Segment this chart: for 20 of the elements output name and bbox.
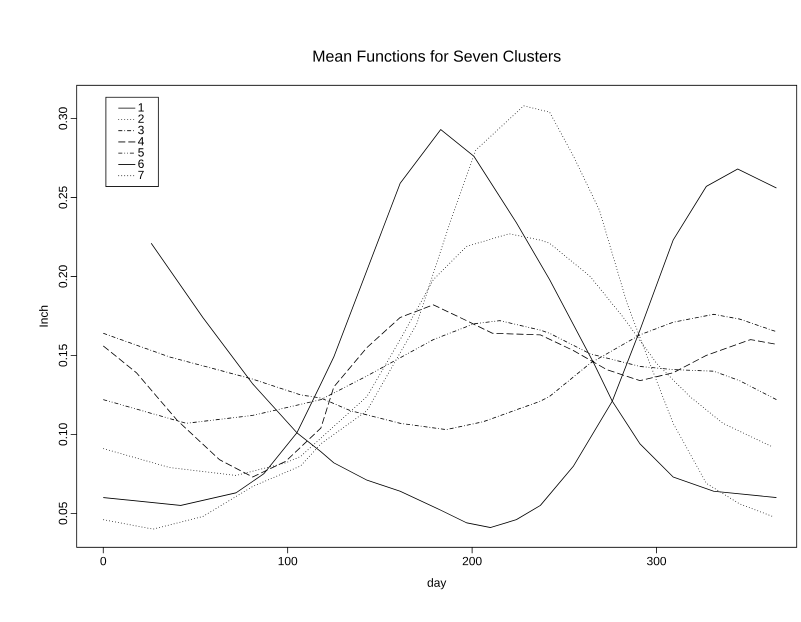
x-tick-label: 300 (647, 556, 666, 566)
x-tick-label: 100 (278, 556, 298, 566)
y-tick-label: 0.20 (58, 265, 68, 288)
y-axis-title: Inch (39, 306, 48, 326)
legend-label: 5 (138, 148, 144, 157)
legend-label: 4 (138, 137, 144, 146)
x-axis-title: day (428, 578, 446, 590)
legend-label: 1 (138, 103, 144, 112)
legend-label: 6 (138, 160, 144, 168)
y-tick-label: 0.05 (58, 502, 68, 525)
x-tick-label: 0 (100, 556, 106, 566)
chart-title: Mean Functions for Seven Clusters (314, 50, 561, 62)
legend-label: 3 (138, 126, 144, 134)
y-tick-label: 0.10 (58, 423, 68, 446)
legend-label: 2 (138, 114, 144, 123)
y-tick-label: 0.15 (58, 344, 68, 367)
legend-label: 7 (138, 170, 144, 180)
y-tick-label: 0.30 (58, 107, 68, 130)
y-tick-label: 0.25 (58, 186, 68, 209)
x-tick-label: 200 (462, 556, 482, 566)
